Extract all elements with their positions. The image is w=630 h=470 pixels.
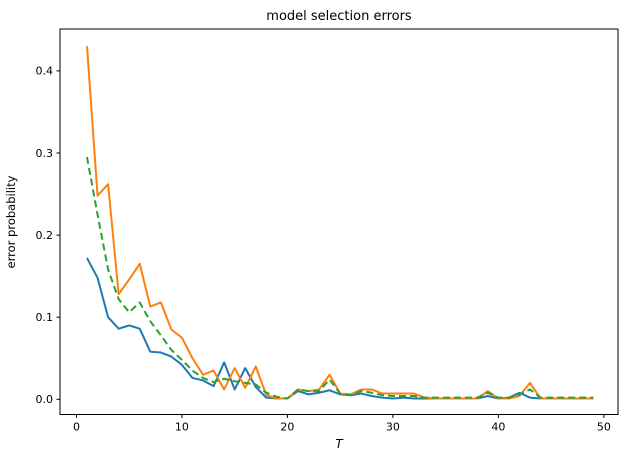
x-tick-label: 10 [175, 421, 189, 434]
y-tick-label: 0.1 [36, 311, 54, 324]
x-tick-label: 20 [280, 421, 294, 434]
y-tick-label: 0.4 [36, 65, 54, 78]
x-tick-label: 0 [73, 421, 80, 434]
y-tick-label: 0.3 [36, 147, 54, 160]
axes-frame [59, 28, 619, 415]
y-tick-label: 0.0 [36, 393, 54, 406]
chart-title: model selection errors [266, 9, 412, 24]
y-tick-label: 0.2 [36, 229, 54, 242]
x-axis-label: T [335, 437, 343, 451]
y-axis-label: error probability [4, 175, 18, 269]
x-tick-label: 50 [597, 421, 611, 434]
x-tick-label: 40 [491, 421, 505, 434]
x-tick-label: 30 [386, 421, 400, 434]
series-green-dashed [86, 156, 594, 400]
